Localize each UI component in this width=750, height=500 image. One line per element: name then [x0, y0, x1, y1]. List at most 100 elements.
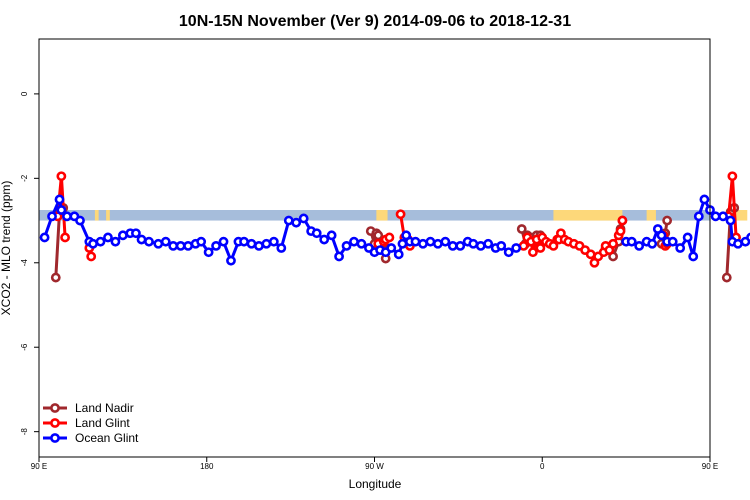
data-point	[503, 247, 514, 258]
data-point	[693, 211, 704, 222]
legend-marker	[50, 418, 60, 428]
data-point	[535, 243, 546, 253]
data-point	[88, 238, 98, 249]
data-point	[662, 215, 673, 226]
land-patch	[106, 210, 110, 221]
land-patch	[736, 210, 748, 221]
x-tick-label: 90 E	[31, 462, 47, 471]
data-point	[226, 255, 236, 266]
x-tick-label: 90 W	[365, 462, 384, 471]
data-point	[334, 251, 344, 262]
data-point	[746, 232, 750, 243]
data-point	[425, 236, 436, 247]
y-axis: 0 -2 -4 -6 -8	[20, 91, 39, 435]
data-point	[528, 247, 538, 258]
land-fill	[94, 210, 748, 221]
land-patch	[376, 210, 388, 221]
y-tick-label: -2	[20, 174, 29, 182]
legend-item: Land Glint	[43, 416, 130, 430]
data-point	[608, 238, 618, 249]
data-point	[86, 251, 97, 262]
data-point	[47, 211, 57, 222]
data-point	[183, 240, 194, 251]
x-axis: 90 E 180 90 W 0 90 E	[31, 457, 718, 471]
data-point	[60, 232, 70, 243]
x-tick-label: 90 E	[702, 462, 718, 471]
data-point	[131, 228, 141, 239]
data-point	[50, 272, 61, 283]
y-tick-label: 0	[20, 91, 29, 96]
x-tick-label: 0	[540, 462, 545, 471]
data-point	[117, 230, 128, 241]
data-point	[626, 236, 637, 247]
data-point	[496, 240, 507, 251]
data-point	[341, 240, 352, 251]
data-point	[511, 243, 522, 253]
data-point	[667, 236, 678, 247]
legend-label: Land Nadir	[75, 401, 134, 415]
data-point	[721, 272, 732, 283]
data-point	[386, 243, 397, 253]
data-point	[211, 240, 221, 251]
data-point	[725, 215, 736, 226]
data-point	[54, 194, 65, 205]
data-point	[95, 236, 106, 247]
data-point	[440, 236, 451, 247]
legend-item: Land Nadir	[43, 401, 134, 415]
data-point	[311, 228, 322, 239]
data-point	[518, 240, 529, 251]
data-point	[682, 232, 693, 243]
data-point	[326, 230, 337, 241]
y-axis-label: XCO2 - MLO trend (ppm)	[0, 181, 13, 316]
land-patch	[646, 210, 656, 221]
data-point	[688, 251, 699, 262]
data-point	[239, 236, 249, 247]
data-point	[291, 217, 302, 228]
legend-label: Land Glint	[75, 416, 130, 430]
data-point	[718, 211, 728, 222]
data-point	[733, 238, 743, 249]
data-point	[144, 236, 154, 247]
data-point	[432, 238, 443, 249]
data-point	[218, 236, 229, 247]
data-point	[276, 243, 287, 253]
data-point	[319, 234, 330, 245]
obs-band	[39, 210, 710, 221]
data-point	[656, 230, 667, 241]
data-point	[483, 238, 494, 249]
chart-title: 10N-15N November (Ver 9) 2014-09-06 to 2…	[179, 13, 571, 30]
data-point	[617, 215, 628, 226]
land-patch	[94, 210, 99, 221]
y-tick-label: -6	[20, 343, 29, 351]
data-point	[56, 171, 67, 182]
legend-item: Ocean Glint	[43, 431, 139, 445]
data-point	[447, 240, 458, 251]
land-patch	[553, 210, 623, 221]
series-layer	[39, 171, 750, 283]
obs-band-rect	[39, 210, 710, 221]
data-point	[298, 213, 309, 224]
y-tick-label: -4	[20, 259, 29, 267]
data-point	[397, 238, 408, 249]
data-point	[634, 240, 645, 251]
data-point	[356, 238, 367, 249]
data-point	[585, 249, 596, 260]
data-point	[268, 236, 279, 247]
data-point	[203, 247, 214, 258]
data-point	[261, 238, 272, 249]
x-tick-label: 180	[200, 462, 214, 471]
legend-marker	[50, 403, 60, 413]
data-point	[393, 249, 404, 260]
data-point	[615, 226, 626, 237]
data-point	[246, 238, 257, 249]
data-point	[75, 215, 85, 226]
data-point	[254, 240, 264, 251]
data-point	[283, 215, 294, 226]
series-line	[43, 197, 412, 263]
legend-label: Ocean Glint	[75, 431, 139, 445]
legend-marker	[50, 433, 60, 443]
data-point	[675, 243, 686, 253]
data-point	[62, 211, 72, 222]
data-point	[647, 238, 658, 249]
